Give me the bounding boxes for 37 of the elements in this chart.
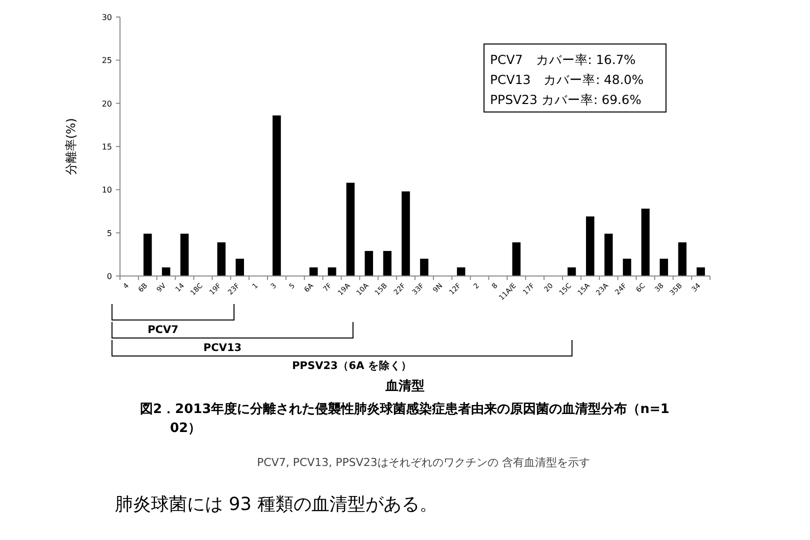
bar	[144, 234, 152, 276]
annotation: PCV7 カバー率: 16.7%	[490, 52, 636, 67]
bar	[272, 115, 281, 276]
y-tick-label: 15	[102, 142, 112, 152]
bar	[568, 267, 576, 276]
bar	[586, 216, 594, 276]
bar	[696, 267, 705, 276]
bar	[512, 242, 521, 276]
bar	[641, 208, 650, 276]
bar	[678, 242, 686, 276]
bar	[217, 242, 226, 276]
y-tick-label: 30	[102, 13, 112, 22]
text: 肺炎球菌には 93 種類の血清型がある。	[115, 494, 438, 515]
annotation: PCV13 カバー率: 48.0%	[490, 72, 644, 87]
text: 図2．2013年度に分離された侵襲性肺炎球菌感染症患者由来の原因菌の血清型分布（n=102）	[140, 401, 670, 436]
annotation: PPSV23 カバー率: 69.6%	[490, 92, 642, 107]
bar	[180, 234, 189, 276]
bar	[402, 191, 410, 276]
y-tick-label: 25	[102, 56, 112, 66]
text: PPSV23（6A を除く）	[292, 359, 412, 372]
y-tick-label: 5	[106, 228, 112, 238]
text: PCV7, PCV13, PPSV23はそれぞれのワクチンの 含有血清型を示す	[257, 456, 590, 469]
y-tick-label: 0	[106, 272, 112, 281]
bar	[420, 258, 428, 276]
bar	[622, 258, 632, 276]
text: PCV13	[203, 342, 242, 354]
y-axis-title: 分離率(%)	[64, 118, 78, 175]
y-tick-label: 10	[102, 186, 112, 195]
bar	[660, 258, 668, 276]
bar	[604, 234, 613, 276]
bar	[346, 182, 355, 276]
y-tick-label: 20	[102, 99, 112, 108]
bar	[364, 250, 374, 276]
text: PCV7	[148, 324, 178, 336]
text: 血清型	[384, 379, 424, 394]
bar	[236, 258, 244, 276]
bar	[383, 250, 392, 276]
